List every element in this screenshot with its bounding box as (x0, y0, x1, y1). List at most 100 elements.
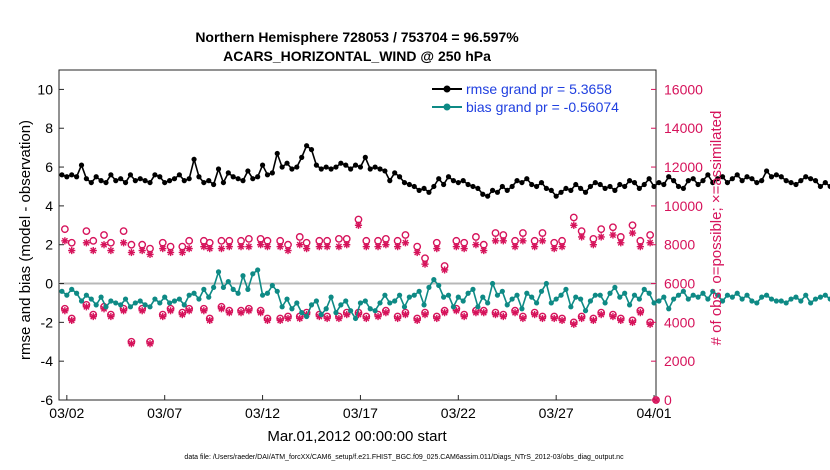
rmse-point (98, 178, 104, 184)
rmse-point (186, 176, 192, 182)
rmse-point (754, 179, 760, 186)
rmse-point (132, 178, 138, 184)
legend: rmse grand pr = 5.3658 bias grand pr = -… (432, 81, 619, 115)
obs-assimilated-marker (597, 310, 605, 319)
obs-assimilated-marker (335, 314, 343, 323)
rmse-point (695, 181, 701, 188)
bias-point (191, 290, 197, 296)
rmse-point (494, 189, 501, 195)
rmse-point (338, 160, 344, 166)
bias-point (744, 292, 750, 298)
bias-point (108, 298, 114, 304)
obs-assimilated-marker (511, 309, 519, 317)
bias-point (460, 298, 466, 304)
obs-possible-marker (335, 234, 343, 243)
x-tick-label: 04/01 (637, 405, 672, 421)
rmse-point (78, 162, 85, 168)
rmse-point (289, 166, 295, 172)
obs-assimilated-marker (433, 244, 441, 253)
obs-assimilated-marker (245, 243, 253, 251)
bias-point (455, 294, 461, 300)
bias-point (220, 284, 227, 291)
rmse-point (778, 174, 784, 180)
bias-point (147, 304, 153, 310)
obs-assimilated-marker (421, 310, 429, 319)
obs-possible-marker (119, 227, 128, 236)
rmse-point (431, 183, 437, 190)
rmse-point (191, 156, 197, 162)
bias-point (749, 298, 755, 304)
bias-point (465, 290, 471, 296)
obs-possible-marker (217, 236, 226, 245)
rmse-point (318, 166, 324, 172)
obs-possible-marker (538, 229, 547, 237)
obs-assimilated-marker (82, 239, 91, 247)
rmse-point (470, 183, 476, 190)
obs-assimilated-marker (61, 307, 69, 315)
rmse-point (206, 178, 212, 184)
rmse-point (333, 164, 339, 170)
obs-assimilated-marker (315, 243, 323, 251)
obs-assimilated-marker (237, 309, 245, 317)
bias-point (822, 292, 828, 298)
bias-point (401, 304, 408, 310)
rmse-point (543, 185, 549, 192)
rmse-point (680, 185, 687, 192)
bias-point (783, 300, 789, 306)
rmse-point (568, 187, 574, 193)
bias-point (534, 300, 540, 306)
y-right-tick-label: 16000 (664, 81, 703, 97)
obs-assimilated-marker (100, 241, 108, 249)
obs-possible-marker (89, 236, 98, 245)
obs-assimilated-marker (531, 310, 539, 319)
chart-subtitle: ACARS_HORIZONTAL_WIND @ 250 hPa (223, 48, 491, 64)
rmse-point (563, 185, 569, 192)
rmse-point (162, 179, 168, 186)
rmse-point (294, 164, 300, 170)
rmse-point (387, 178, 393, 184)
bias-point (274, 288, 280, 294)
rmse-point (803, 174, 809, 180)
obs-assimilated-marker (401, 310, 410, 319)
bias-point (504, 302, 510, 308)
bias-point (152, 296, 158, 302)
bias-point (333, 310, 339, 316)
rmse-point (715, 176, 721, 182)
bias-point (382, 292, 388, 298)
obs-assimilated-marker (276, 316, 284, 325)
rmse-point (558, 189, 564, 195)
obs-assimilated-marker (119, 239, 128, 247)
bias-point (651, 300, 657, 306)
rmse-point (392, 170, 398, 176)
obs-assimilated-marker (609, 231, 617, 239)
rmse-point (460, 178, 466, 184)
rmse-point (308, 146, 315, 153)
obs-assimilated-marker (166, 248, 175, 257)
obs-assimilated-marker (570, 320, 578, 328)
bias-point (132, 300, 138, 306)
rmse-point (225, 170, 231, 176)
bias-point (519, 306, 525, 312)
bias-point (485, 300, 491, 306)
rmse-point (524, 176, 530, 182)
bias-point (392, 298, 398, 304)
rmse-point (617, 181, 623, 188)
obs-assimilated-marker (257, 241, 265, 249)
bias-point (269, 282, 275, 289)
obs-assimilated-marker (628, 229, 637, 237)
obs-assimilated-marker (433, 314, 441, 323)
bias-point (582, 308, 589, 314)
rmse-point (514, 178, 520, 184)
rmse-point (671, 178, 677, 184)
obs-assimilated-marker (472, 309, 480, 317)
rmse-point (255, 174, 261, 180)
obs-assimilated-marker (491, 310, 500, 319)
obs-assimilated-marker (323, 243, 331, 251)
obs-assimilated-marker (119, 307, 128, 315)
rmse-point (137, 176, 143, 182)
y-right-tick-label: 6000 (664, 276, 695, 292)
obs-assimilated-marker (107, 312, 115, 321)
rmse-point (436, 176, 442, 182)
bias-point (78, 298, 85, 304)
rmse-point (651, 183, 657, 190)
